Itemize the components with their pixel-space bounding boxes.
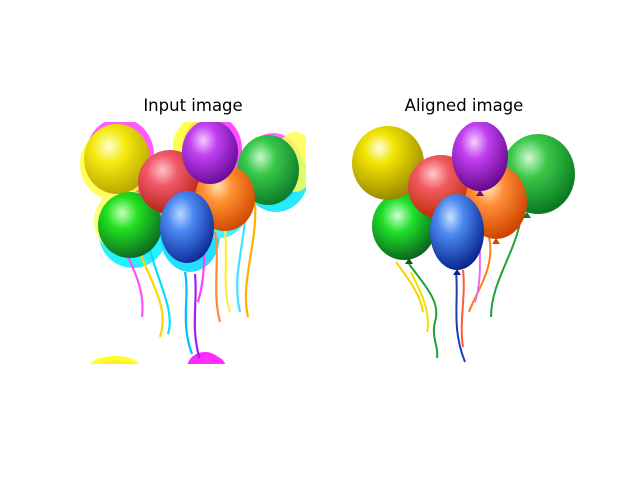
aligned-image	[352, 122, 575, 363]
aligned-image-panel	[351, 122, 577, 364]
input-balloons	[84, 122, 299, 364]
input-image-panel	[80, 122, 306, 364]
aligned-balloons	[352, 122, 575, 275]
aligned-image-title: Aligned image	[404, 96, 524, 115]
input-image-title: Input image	[143, 96, 243, 115]
input-image	[80, 122, 306, 364]
